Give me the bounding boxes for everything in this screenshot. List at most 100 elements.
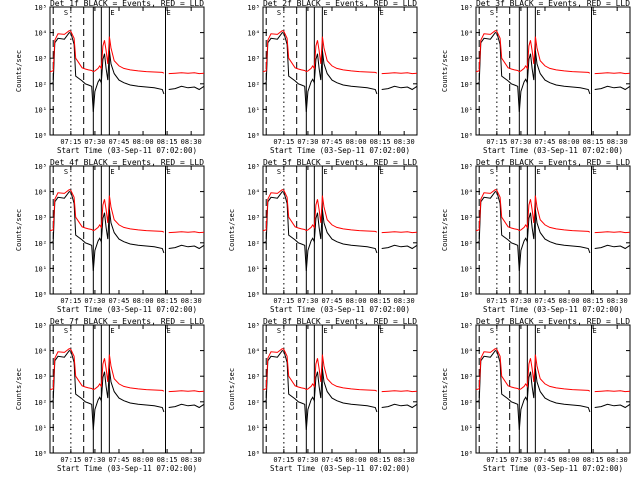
y-tick-label: 10¹	[247, 106, 260, 114]
x-axis-label: Start Time (03-Sep-11 07:02:00)	[270, 305, 410, 314]
y-tick-label: 10⁵	[460, 322, 473, 330]
y-tick-label: 10⁰	[460, 132, 473, 140]
x-tick-label: 07:15	[60, 297, 81, 305]
corner-mark: E	[110, 9, 114, 17]
y-tick-label: 10³	[34, 55, 47, 63]
panel-title: Det 5f BLACK = Events, RED = LLD	[263, 158, 417, 167]
corner-mark: S	[490, 9, 494, 17]
x-tick-label: 07:15	[273, 297, 294, 305]
plot-frame	[49, 6, 205, 136]
x-tick-label: 07:30	[510, 297, 531, 305]
corner-mark: S	[64, 9, 68, 17]
series-events-line	[49, 349, 205, 430]
corner-mark: E	[323, 168, 327, 176]
panel-title: Det 4f BLACK = Events, RED = LLD	[50, 158, 204, 167]
x-tick-label: 08:15	[157, 297, 178, 305]
y-tick-label: 10¹	[34, 424, 47, 432]
x-tick-label: 08:30	[607, 297, 628, 305]
y-tick-label: 10⁵	[247, 4, 260, 12]
y-tick-label: 10⁰	[34, 450, 47, 458]
x-tick-label: 07:15	[273, 138, 294, 146]
panel-title: Det 2f BLACK = Events, RED = LLD	[263, 0, 417, 8]
x-tick-label: 08:30	[394, 138, 415, 146]
x-tick-label: 08:00	[559, 456, 580, 464]
plot-frame	[262, 165, 418, 295]
y-tick-label: 10²	[34, 81, 47, 89]
x-tick-label: 07:15	[486, 297, 507, 305]
y-tick-label: 10⁴	[460, 189, 473, 197]
plot-frame	[49, 324, 205, 454]
x-tick-label: 07:45	[321, 297, 342, 305]
series-lld-line	[475, 348, 631, 393]
x-tick-label: 07:30	[84, 297, 105, 305]
panel-title: Det 3f BLACK = Events, RED = LLD	[476, 0, 630, 8]
y-tick-label: 10²	[247, 240, 260, 248]
x-tick-label: 08:15	[583, 456, 604, 464]
plot-frame	[475, 324, 631, 454]
y-tick-label: 10⁴	[247, 189, 260, 197]
x-tick-label: 08:00	[559, 138, 580, 146]
x-tick-label: 07:30	[510, 138, 531, 146]
corner-mark: S	[277, 168, 281, 176]
y-axis-label: Counts/sec	[228, 368, 236, 410]
y-axis-label: Counts/sec	[15, 209, 23, 251]
x-tick-label: 08:15	[583, 138, 604, 146]
y-tick-label: 10³	[247, 373, 260, 381]
y-tick-label: 10⁰	[34, 291, 47, 299]
x-tick-label: 07:45	[534, 297, 555, 305]
y-tick-label: 10⁴	[247, 30, 260, 38]
x-tick-label: 08:30	[181, 456, 202, 464]
x-tick-label: 08:15	[370, 138, 391, 146]
y-tick-label: 10¹	[34, 106, 47, 114]
x-tick-label: 07:45	[108, 456, 129, 464]
y-tick-label: 10³	[247, 55, 260, 63]
y-tick-label: 10³	[34, 214, 47, 222]
series-lld-line	[49, 348, 205, 393]
x-tick-label: 08:15	[370, 456, 391, 464]
series-events-line	[262, 349, 418, 430]
y-tick-label: 10⁵	[34, 322, 47, 330]
x-tick-label: 08:30	[394, 456, 415, 464]
x-tick-label: 08:00	[133, 297, 154, 305]
series-lld-line	[262, 348, 418, 393]
corner-mark: E	[593, 168, 597, 176]
series-events-line	[49, 190, 205, 271]
x-tick-label: 07:45	[534, 456, 555, 464]
corner-mark: E	[110, 168, 114, 176]
y-axis-label: Counts/sec	[441, 209, 449, 251]
corner-mark: E	[167, 327, 171, 335]
y-tick-label: 10²	[247, 81, 260, 89]
x-tick-label: 07:30	[84, 138, 105, 146]
y-axis-label: Counts/sec	[15, 50, 23, 92]
x-tick-label: 07:30	[297, 138, 318, 146]
x-axis-label: Start Time (03-Sep-11 07:02:00)	[57, 464, 197, 473]
x-tick-label: 07:45	[321, 456, 342, 464]
y-tick-label: 10⁰	[460, 450, 473, 458]
y-tick-label: 10⁰	[34, 132, 47, 140]
series-events-line	[262, 31, 418, 112]
y-axis-label: Counts/sec	[441, 50, 449, 92]
plot-frame	[262, 324, 418, 454]
series-lld-line	[262, 30, 418, 75]
x-tick-label: 07:30	[297, 297, 318, 305]
x-tick-label: 08:30	[394, 297, 415, 305]
panel-title: Det 6f BLACK = Events, RED = LLD	[476, 158, 630, 167]
corner-mark: E	[593, 327, 597, 335]
x-tick-label: 08:30	[607, 138, 628, 146]
y-tick-label: 10¹	[247, 265, 260, 273]
panel-title: Det 7f BLACK = Events, RED = LLD	[50, 317, 204, 326]
y-tick-label: 10⁴	[34, 30, 47, 38]
x-tick-label: 08:00	[346, 456, 367, 464]
y-tick-label: 10⁵	[247, 163, 260, 171]
x-tick-label: 08:15	[157, 138, 178, 146]
y-tick-label: 10¹	[460, 424, 473, 432]
y-tick-label: 10⁵	[460, 163, 473, 171]
x-tick-label: 07:45	[321, 138, 342, 146]
y-axis-label: Counts/sec	[228, 209, 236, 251]
x-tick-label: 08:15	[583, 297, 604, 305]
